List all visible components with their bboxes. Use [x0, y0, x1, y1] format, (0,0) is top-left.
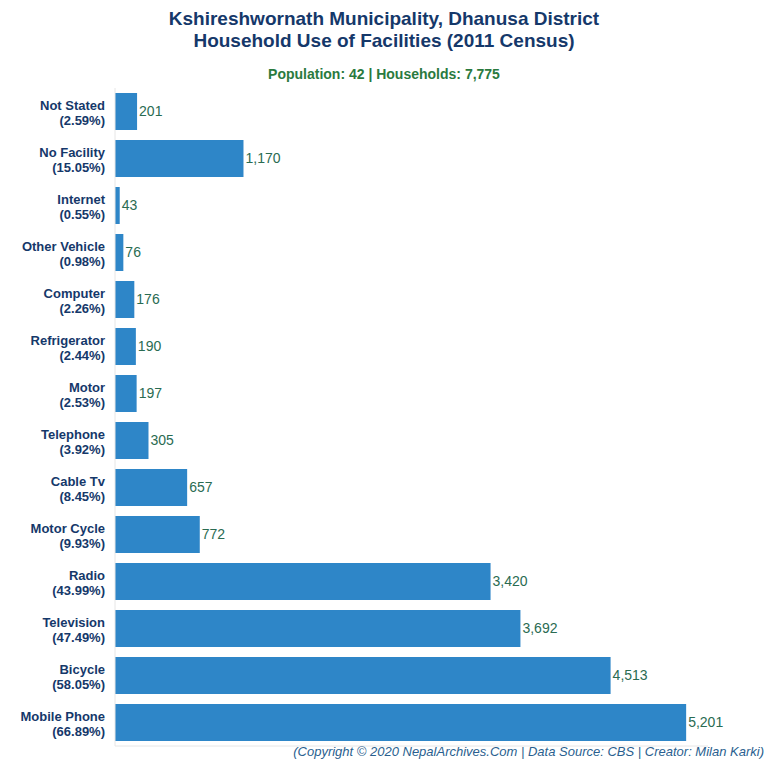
- svg-text:657: 657: [189, 479, 213, 495]
- svg-text:Internet(0.55%): Internet(0.55%): [57, 192, 105, 222]
- svg-text:Refrigerator(2.44%): Refrigerator(2.44%): [31, 333, 105, 363]
- svg-text:305: 305: [150, 432, 174, 448]
- svg-text:Radio(43.99%): Radio(43.99%): [52, 568, 105, 598]
- svg-text:Television(47.49%): Television(47.49%): [42, 615, 105, 645]
- svg-text:Motor(2.53%): Motor(2.53%): [59, 380, 105, 410]
- svg-text:197: 197: [139, 385, 163, 401]
- svg-text:Motor Cycle(9.93%): Motor Cycle(9.93%): [31, 521, 105, 551]
- svg-text:Bicycle(58.05%): Bicycle(58.05%): [52, 662, 105, 692]
- svg-text:3,692: 3,692: [522, 620, 557, 636]
- svg-text:1,170: 1,170: [245, 150, 280, 166]
- svg-text:76: 76: [125, 244, 141, 260]
- svg-text:Not Stated(2.59%): Not Stated(2.59%): [40, 98, 105, 128]
- html-text:(Copyright © 2020 NepalArchive: (Copyright © 2020 NepalArchives.Com | Da…: [293, 744, 764, 759]
- html-text:Household Use of Facilities (2: Household Use of Facilities (2011 Census…: [193, 30, 575, 51]
- svg-text:5,201: 5,201: [688, 714, 723, 730]
- svg-text:772: 772: [202, 526, 226, 542]
- svg-text:201: 201: [139, 103, 163, 119]
- svg-text:Computer(2.26%): Computer(2.26%): [44, 286, 105, 316]
- svg-text:190: 190: [138, 338, 162, 354]
- svg-text:Mobile Phone(66.89%): Mobile Phone(66.89%): [21, 709, 106, 739]
- svg-text:Other Vehicle(0.98%): Other Vehicle(0.98%): [22, 239, 105, 269]
- svg-text:176: 176: [136, 291, 160, 307]
- svg-text:3,420: 3,420: [493, 573, 528, 589]
- svg-text:Cable Tv(8.45%): Cable Tv(8.45%): [51, 474, 106, 504]
- svg-text:No Facility(15.05%): No Facility(15.05%): [39, 145, 106, 175]
- html-text:Population: 42 | Households: 7: Population: 42 | Households: 7,775: [268, 66, 500, 82]
- svg-text:Telephone(3.92%): Telephone(3.92%): [41, 427, 105, 457]
- html-text:Kshireshwornath Municipality,: Kshireshwornath Municipality, Dhanusa Di…: [168, 8, 600, 29]
- svg-text:4,513: 4,513: [613, 667, 648, 683]
- svg-text:43: 43: [122, 197, 138, 213]
